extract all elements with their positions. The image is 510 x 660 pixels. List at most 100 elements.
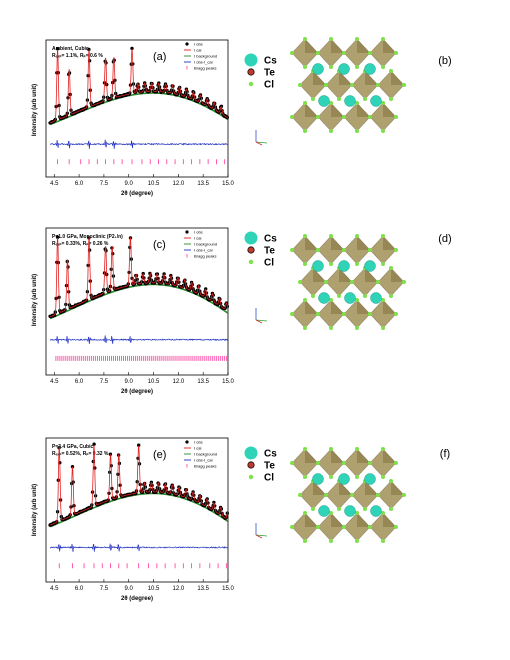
legend-entry: I background	[194, 54, 217, 59]
cl-atom	[329, 298, 333, 302]
cl-atom	[303, 37, 307, 41]
legend-entry: I obs-I_cal	[194, 60, 213, 65]
legend-entry: Bragg peaks	[194, 66, 216, 71]
legend-entry: I cal	[194, 446, 201, 451]
octahedron-face	[313, 481, 326, 495]
cl-atom	[368, 51, 372, 55]
fit-annotation: Ambient, Cubic	[52, 46, 89, 52]
cl-atom	[381, 298, 385, 302]
cl-atom	[350, 493, 354, 497]
cl-atom	[311, 294, 315, 298]
cl-atom	[303, 475, 307, 479]
observed-series	[48, 46, 229, 125]
x-tick-label: 9.0	[125, 181, 134, 187]
cl-atom	[329, 262, 333, 266]
x-tick-label: 13.5	[197, 586, 209, 592]
cs-atom	[370, 505, 382, 517]
cl-atom	[350, 280, 354, 284]
octahedron-face	[365, 481, 378, 495]
octahedron-face	[383, 103, 396, 117]
cl-atom	[316, 115, 320, 119]
x-tick-label: 4.5	[50, 379, 59, 385]
cl-atom	[376, 493, 380, 497]
octahedron-face	[383, 513, 396, 527]
cl-atom	[394, 461, 398, 465]
octahedra	[290, 234, 406, 330]
legend-entry: I obs-I_cal	[194, 458, 213, 463]
observed-point	[108, 452, 113, 456]
cl-atom	[329, 511, 333, 515]
legend-entry: I obs	[194, 230, 203, 235]
axis-triad	[255, 534, 268, 537]
x-tick-label: 4.5	[50, 181, 59, 187]
cl-atom	[290, 312, 294, 316]
x-tick-label: 15.0	[222, 586, 234, 592]
octahedron-face	[313, 268, 326, 282]
x-tick-label: 7.5	[100, 379, 109, 385]
panel-label: (e)	[153, 449, 166, 461]
calculated-curve	[49, 236, 229, 318]
cs-atom	[370, 292, 382, 304]
cs-atom	[338, 473, 350, 485]
difference-curve	[49, 335, 229, 344]
cl-atom	[363, 294, 367, 298]
fit-annotation: P=3.4 GPa, Cubic	[52, 444, 93, 450]
legend-marker	[185, 42, 189, 46]
x-tick-label: 6.0	[75, 379, 84, 385]
cl-atom	[298, 280, 302, 284]
legend-entry: Bragg peaks	[194, 464, 216, 469]
cl-atom	[337, 97, 341, 101]
cl-atom	[355, 37, 359, 41]
octahedra	[290, 37, 406, 133]
octahedron-face	[331, 300, 344, 314]
cs-atom	[344, 505, 356, 517]
cl-atom	[324, 280, 328, 284]
cl-atom	[337, 507, 341, 511]
atom-legend-label: Cs	[264, 449, 277, 460]
plot-frame	[45, 39, 229, 178]
cl-atom	[381, 37, 385, 41]
octahedron-face	[331, 39, 344, 53]
atom-legend-label: Cs	[264, 56, 277, 67]
cl-atom	[389, 294, 393, 298]
cl-atom	[342, 312, 346, 316]
x-tick-label: 12.0	[173, 586, 185, 592]
octahedron-face	[365, 71, 378, 85]
octahedron-face	[331, 103, 344, 117]
cl-atom	[402, 83, 406, 87]
cl-atom	[355, 65, 359, 69]
cl-atom	[355, 101, 359, 105]
cl-atom	[381, 234, 385, 238]
cl-atom	[298, 493, 302, 497]
atom-legend-label: Cl	[264, 473, 274, 484]
cl-atom	[381, 326, 385, 330]
octahedron-face	[365, 268, 378, 282]
observed-point	[137, 443, 141, 447]
cl-atom	[342, 461, 346, 465]
axis-triad	[255, 141, 268, 144]
cs-atom	[364, 63, 376, 75]
cl-atom	[389, 69, 393, 73]
octahedra	[290, 447, 406, 543]
x-tick-label: 15.0	[222, 181, 234, 187]
cs-atom	[312, 473, 324, 485]
octahedron-face	[391, 71, 404, 85]
cl-atom	[381, 65, 385, 69]
x-tick-label: 6.0	[75, 181, 84, 187]
cl-atom	[394, 115, 398, 119]
octahedron-face	[305, 449, 318, 463]
octahedron-face	[383, 39, 396, 53]
calculated-curve	[49, 445, 229, 526]
cl-atom	[394, 51, 398, 55]
atom-legend-marker	[244, 446, 258, 460]
cl-atom	[376, 83, 380, 87]
octahedron-face	[383, 236, 396, 250]
plot-frame	[45, 227, 229, 376]
cl-atom	[402, 280, 406, 284]
x-axis-label: 2θ (degree)	[121, 596, 153, 602]
cs-atom	[318, 292, 330, 304]
atom-legend-marker	[248, 474, 254, 480]
cl-atom	[329, 475, 333, 479]
